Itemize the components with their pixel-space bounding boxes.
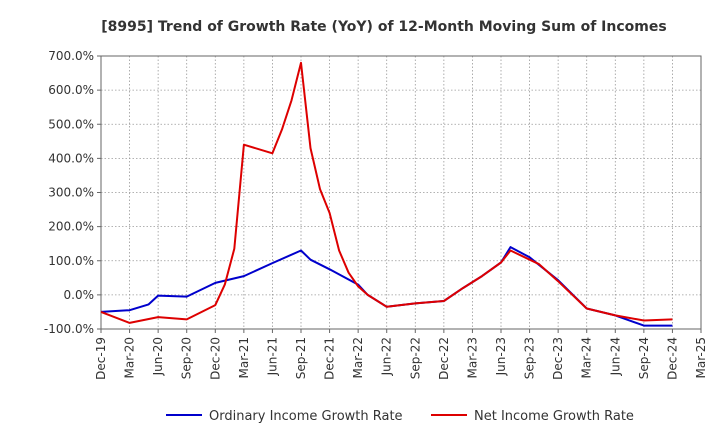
series-lines [100,61,673,327]
x-axis-ticks: Dec-19 Mar-20 Jun-20 Sep-20 Dec-20 Mar-21 Jun-… [94,329,708,380]
x-tick-label: Mar-22 [351,337,365,378]
x-tick-label: Mar-20 [123,337,137,378]
x-tick-label: Jun-21 [265,337,279,376]
y-tick-label: 400.0% [48,151,94,165]
x-tick-label: Sep-21 [294,337,308,379]
x-tick-label: Jun-24 [608,337,622,376]
y-axis-ticks: -100.0% 0.0% 100.0% 200.0% 300.0% 400.0% 500.0… [44,49,101,336]
x-tick-label: Mar-21 [237,337,251,378]
legend-label: Ordinary Income Growth Rate [209,409,403,424]
x-tick-label: Mar-23 [465,337,479,378]
plot-area-frame [100,55,702,330]
chart-title: [8995] Trend of Growth Rate (YoY) of 12-… [101,19,666,35]
x-tick-label: Dec-23 [551,337,565,380]
y-tick-label: 0.0% [64,288,95,302]
x-tick-label: Dec-24 [665,337,679,380]
x-tick-label: Sep-20 [180,337,194,379]
y-tick-label: 700.0% [48,49,94,63]
x-tick-label: Jun-22 [380,337,394,376]
y-tick-label: 500.0% [48,117,94,131]
legend: Ordinary Income Growth Rate Net Income Gr… [166,409,634,424]
x-tick-label: Dec-21 [323,337,337,380]
x-tick-label: Sep-24 [637,337,651,379]
y-tick-label: 100.0% [48,254,94,268]
legend-label: Net Income Growth Rate [474,409,634,424]
x-tick-label: Mar-25 [694,337,708,378]
series-line-net-income [100,61,673,324]
y-tick-label: 600.0% [48,83,94,97]
x-tick-label: Jun-20 [151,337,165,376]
x-tick-label: Mar-24 [580,337,594,378]
x-tick-label: Sep-23 [523,337,537,379]
grid [101,56,701,329]
y-tick-label: 200.0% [48,220,94,234]
y-tick-label: -100.0% [44,322,94,336]
x-tick-label: Sep-22 [408,337,422,379]
x-tick-label: Jun-23 [494,337,508,376]
series-line-ordinary-income [100,246,673,327]
x-tick-label: Dec-19 [94,337,108,380]
x-tick-label: Dec-20 [208,337,222,380]
x-tick-label: Dec-22 [437,337,451,380]
y-tick-label: 300.0% [48,186,94,200]
